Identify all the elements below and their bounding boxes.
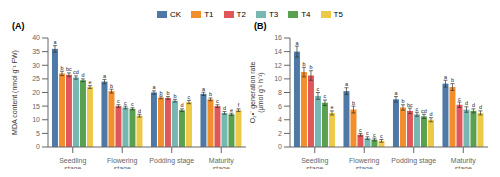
html-text:T3: T3 (268, 9, 279, 19)
svg-text:Podding stage: Podding stage (391, 157, 436, 165)
html-text:T2: T2 (236, 9, 246, 19)
svg-text:14: 14 (274, 48, 282, 55)
svg-text:a: a (444, 74, 448, 80)
svg-text:b: b (209, 91, 212, 97)
svg-text:e: e (330, 104, 333, 110)
svg-text:b: b (159, 90, 162, 96)
svg-text:c: c (373, 132, 376, 138)
svg-text:d: d (180, 102, 183, 108)
svg-text:c: c (324, 93, 327, 99)
svg-text:a: a (345, 81, 349, 87)
svg-text:a: a (103, 73, 107, 79)
svg-text:16: 16 (274, 34, 282, 41)
html-text:T4: T4 (301, 9, 311, 19)
svg-text:c: c (359, 127, 362, 133)
svg-text:c: c (131, 101, 134, 107)
svg-text:0: 0 (36, 143, 40, 150)
svg-text:d: d (223, 105, 226, 111)
svg-text:c: c (124, 100, 127, 106)
svg-text:e: e (230, 107, 233, 113)
svg-text:b: b (352, 100, 355, 106)
svg-text:10: 10 (274, 75, 282, 82)
svg-text:O₂•⁻ generation rate(μmol g⁻¹: O₂•⁻ generation rate(μmol g⁻¹ h⁻¹) (250, 62, 265, 124)
svg-text:d: d (479, 104, 482, 110)
svg-text:bc: bc (66, 66, 72, 72)
svg-text:d: d (138, 108, 141, 114)
svg-text:bc: bc (407, 102, 413, 108)
svg-text:Seedlingstage: Seedlingstage (301, 157, 328, 169)
svg-text:20: 20 (32, 89, 40, 96)
html-text:T1: T1 (204, 9, 214, 19)
svg-text:30: 30 (32, 62, 40, 69)
svg-text:25: 25 (32, 75, 40, 82)
svg-text:c: c (216, 98, 219, 104)
svg-text:c: c (416, 106, 419, 112)
svg-text:a: a (202, 86, 206, 92)
svg-text:b: b (302, 61, 305, 67)
svg-text:a: a (152, 84, 156, 90)
svg-text:2: 2 (278, 130, 282, 137)
svg-text:Podding stage: Podding stage (149, 157, 194, 165)
svg-text:6: 6 (278, 103, 282, 110)
svg-text:b: b (60, 65, 63, 71)
svg-text:b: b (309, 64, 312, 70)
svg-text:15: 15 (32, 103, 40, 110)
svg-text:b: b (166, 90, 169, 96)
svg-text:d: d (81, 72, 84, 78)
svg-text:Maturitystage: Maturitystage (451, 157, 476, 169)
svg-text:c: c (117, 98, 120, 104)
svg-text:f: f (238, 102, 240, 108)
svg-text:0: 0 (278, 143, 282, 150)
svg-text:c: c (458, 96, 461, 102)
svg-text:Floweringstage: Floweringstage (349, 157, 379, 169)
svg-text:b: b (173, 93, 176, 99)
html-text:CK: CK (170, 9, 182, 19)
svg-text:cd: cd (73, 69, 79, 75)
svg-text:c: c (317, 86, 320, 92)
svg-text:a: a (394, 90, 398, 96)
svg-text:b: b (451, 77, 454, 83)
html-text:(A): (A) (12, 21, 25, 31)
svg-text:12: 12 (274, 62, 282, 69)
svg-text:c: c (188, 94, 191, 100)
svg-text:35: 35 (32, 48, 40, 55)
svg-text:a: a (295, 40, 299, 46)
svg-text:4: 4 (278, 116, 282, 123)
svg-text:Floweringstage: Floweringstage (107, 157, 137, 169)
svg-text:8: 8 (278, 89, 282, 96)
svg-text:40: 40 (32, 34, 40, 41)
svg-text:e: e (88, 79, 91, 85)
svg-text:b: b (110, 83, 113, 89)
svg-text:d: d (429, 111, 432, 117)
svg-text:c: c (380, 133, 383, 139)
svg-text:5: 5 (36, 130, 40, 137)
svg-text:MDA content (nmol g⁻¹ FW): MDA content (nmol g⁻¹ FW) (11, 50, 19, 135)
html-text:(B): (B) (254, 21, 267, 31)
svg-text:d: d (465, 100, 468, 106)
svg-text:a: a (53, 39, 57, 45)
svg-text:Maturitystage: Maturitystage (209, 157, 234, 169)
svg-text:10: 10 (32, 116, 40, 123)
svg-text:b: b (401, 98, 404, 104)
svg-text:Seedlingstage: Seedlingstage (59, 157, 86, 169)
html-text:T5: T5 (333, 9, 343, 19)
svg-text:c: c (366, 130, 369, 136)
svg-text:d: d (472, 102, 475, 108)
svg-text:cd: cd (421, 108, 427, 114)
